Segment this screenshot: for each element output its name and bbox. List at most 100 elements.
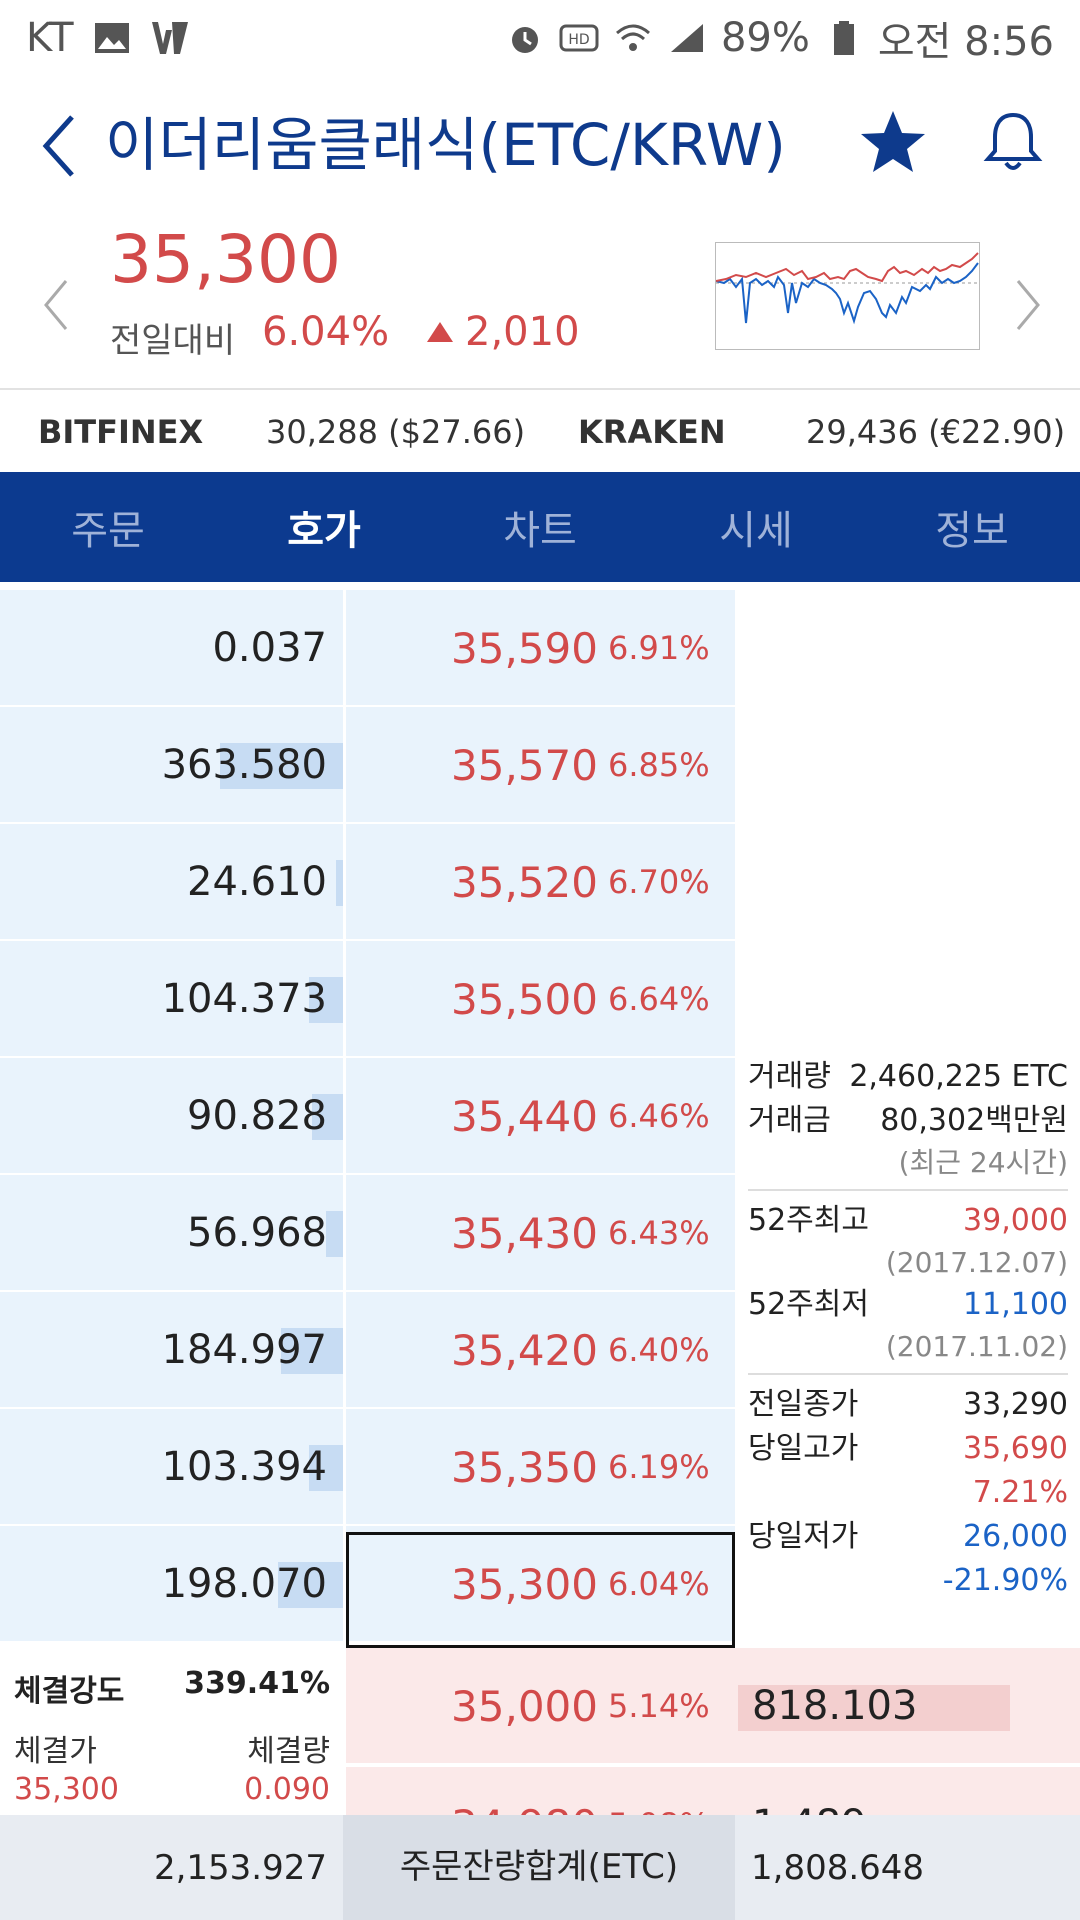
ask-percent: 6.85%	[608, 746, 710, 784]
ask-percent: 6.04%	[608, 1565, 710, 1603]
ask-volume-bar	[220, 743, 343, 789]
trade-qty: 0.090	[244, 1772, 330, 1807]
tab-quotes[interactable]: 시세	[719, 508, 793, 554]
ask-volume-bar	[281, 1328, 343, 1374]
ask-price-cell: 35,440 6.46%	[346, 1058, 735, 1175]
ask-quantity: 363.580	[161, 742, 327, 788]
ask-row[interactable]: 90.828 35,440 6.46%	[0, 1058, 735, 1175]
ask-price-cell: 35,590 6.91%	[346, 590, 735, 707]
ask-price: 35,420	[451, 1326, 598, 1375]
star-icon	[861, 111, 925, 172]
ask-price: 35,590	[451, 624, 598, 673]
status-bar: KT HD 89% 오전 8:56	[0, 0, 1080, 75]
ask-quantity-cell: 103.394	[0, 1409, 343, 1526]
market-info-panel: 거래량 2,460,225 ETC 거래금 80,302백만원 (최근 24시간) …	[748, 1055, 1068, 1603]
svg-text:HD: HD	[568, 32, 589, 48]
ask-volume-bar	[309, 977, 343, 1023]
ask-quantity-cell: 198.070	[0, 1526, 343, 1643]
carrier-label: KT	[26, 14, 74, 61]
ask-row[interactable]: 104.373 35,500 6.64%	[0, 941, 735, 1058]
page-title: 이더리움클래식(ETC/KRW)	[105, 111, 786, 179]
ask-percent: 6.46%	[608, 1097, 710, 1135]
high52-date: (2017.12.07)	[885, 1246, 1068, 1279]
chevron-left-icon	[42, 115, 74, 177]
tab-orderbook[interactable]: 호가	[287, 508, 361, 554]
volume-label: 거래량	[748, 1059, 831, 1094]
ask-row[interactable]: 184.997 35,420 6.40%	[0, 1292, 735, 1409]
ask-price: 35,350	[451, 1443, 598, 1492]
tab-info[interactable]: 정보	[935, 508, 1009, 554]
battery-level: 89%	[720, 14, 810, 61]
orderbook-totals: 2,153.927 주문잔량합계(ETC) 1,808.648	[0, 1815, 1080, 1920]
low52-value: 11,100	[963, 1287, 1068, 1322]
trade-price: 35,300	[14, 1772, 119, 1807]
mini-price-chart[interactable]	[715, 242, 980, 350]
ask-row[interactable]: 363.580 35,570 6.85%	[0, 707, 735, 824]
prev-coin-button[interactable]	[38, 275, 74, 335]
back-button[interactable]	[36, 111, 86, 181]
ask-row[interactable]: 198.070 35,300 6.04%	[0, 1526, 735, 1643]
bid-row[interactable]: 35,000 5.14%	[346, 1648, 1080, 1765]
trade-price-label: 체결가	[14, 1734, 97, 1769]
ask-price: 35,500	[451, 975, 598, 1024]
ask-percent: 6.91%	[608, 629, 710, 667]
divider	[748, 1189, 1068, 1191]
ask-quantity: 90.828	[187, 1093, 327, 1139]
day-high-percent: 7.21%	[972, 1475, 1068, 1510]
app-header: 이더리움클래식(ETC/KRW)	[0, 75, 1080, 215]
ask-price-cell: 35,350 6.19%	[346, 1409, 735, 1526]
tab-bar: 주문 호가 차트 시세 정보	[0, 472, 1080, 582]
favorite-button[interactable]	[858, 107, 928, 177]
ask-quantity-cell: 24.610	[0, 824, 343, 941]
day-high-label: 당일고가	[748, 1431, 859, 1466]
low52-label: 52주최저	[748, 1287, 869, 1322]
exchange-price: 29,436 (€22.90)	[806, 413, 1066, 451]
exchange-name: KRAKEN	[578, 413, 726, 451]
change-amount: 2,010	[425, 309, 580, 355]
ask-percent: 6.40%	[608, 1331, 710, 1369]
ask-quantity-cell: 90.828	[0, 1058, 343, 1175]
ask-quantity: 198.070	[161, 1561, 327, 1607]
ask-quantity-cell: 184.997	[0, 1292, 343, 1409]
high52-value: 39,000	[963, 1203, 1068, 1238]
ask-price-cell: 35,420 6.40%	[346, 1292, 735, 1409]
ask-volume-bar	[312, 1094, 343, 1140]
current-price: 35,300	[110, 221, 341, 298]
bid-volume-bar	[738, 1685, 1010, 1731]
ask-price-cell: 35,300 6.04%	[346, 1526, 735, 1643]
ask-volume-bar	[326, 1211, 343, 1257]
bid-quantity: 818.103	[752, 1683, 918, 1729]
ask-row[interactable]: 24.610 35,520 6.70%	[0, 824, 735, 941]
bell-icon	[983, 112, 1043, 170]
ask-percent: 6.70%	[608, 863, 710, 901]
ask-row[interactable]: 103.394 35,350 6.19%	[0, 1409, 735, 1526]
ask-quantity: 0.037	[212, 625, 327, 671]
ask-price: 35,440	[451, 1092, 598, 1141]
tab-chart[interactable]: 차트	[503, 508, 577, 554]
strength-label: 체결강도	[14, 1674, 125, 1709]
exchange-prices: BITFINEX 30,288 ($27.66) KRAKEN 29,436 (…	[0, 392, 1080, 472]
triangle-up-icon	[427, 322, 453, 342]
ask-quantity-cell: 0.037	[0, 590, 343, 707]
totals-label: 주문잔량합계(ETC)	[343, 1815, 735, 1920]
ask-quantity-cell: 363.580	[0, 707, 343, 824]
day-low-label: 당일저가	[748, 1519, 859, 1554]
ask-quantity: 24.610	[187, 859, 327, 905]
ask-row[interactable]: 0.037 35,590 6.91%	[0, 590, 735, 707]
clock: 오전 8:56	[877, 18, 1054, 65]
volume-value: 2,460,225 ETC	[849, 1059, 1068, 1094]
next-coin-button[interactable]	[1010, 275, 1046, 335]
ask-volume-bar	[278, 1562, 343, 1608]
ask-row[interactable]: 56.968 35,430 6.43%	[0, 1175, 735, 1292]
amount-label: 거래금	[748, 1103, 831, 1138]
alert-button[interactable]	[978, 107, 1048, 177]
exchange-name: BITFINEX	[38, 413, 204, 451]
gallery-icon	[92, 18, 132, 58]
change-amount-value: 2,010	[465, 309, 580, 355]
ask-price: 35,520	[451, 858, 598, 907]
tab-order[interactable]: 주문	[71, 508, 145, 554]
ask-price: 35,430	[451, 1209, 598, 1258]
ask-price: 35,570	[451, 741, 598, 790]
trade-strength-panel: 체결강도 339.41% 체결가 체결량 35,300 0.090	[0, 1648, 343, 1818]
ask-volume-bar	[309, 1445, 343, 1491]
